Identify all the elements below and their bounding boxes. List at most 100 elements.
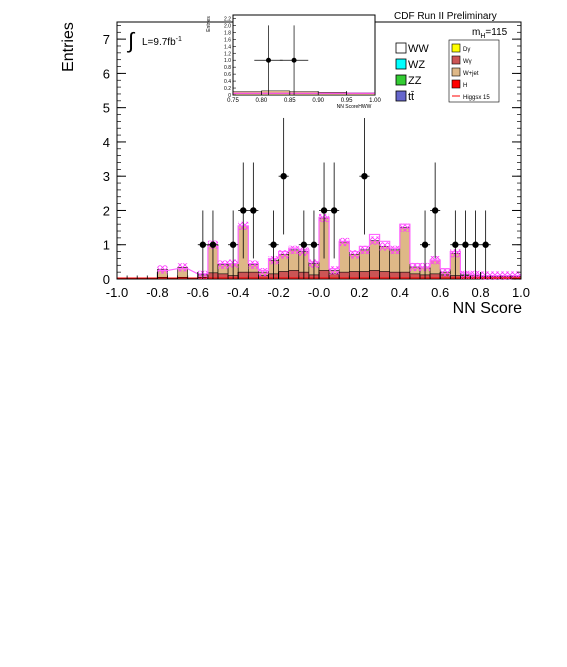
data-point (300, 241, 308, 248)
data-point (199, 241, 207, 248)
x-tick-label: 1.0 (512, 285, 530, 300)
main-axes: -1.0 -0.8 -0.6 -0.4 -0.2 -0.0 0.2 0.4 0.6 0.8 1.00… (103, 25, 530, 300)
legend-label: Dγ (463, 47, 470, 53)
inset-x-tick-label: 1.00 (369, 98, 381, 104)
x-tick-label: -0.2 (267, 285, 289, 300)
data-point (462, 241, 469, 248)
uncertainty-hatch (389, 245, 400, 254)
uncertainty-hatch (379, 242, 390, 251)
main-data-points (197, 117, 491, 279)
inset-y-tick-label: 1.0 (224, 58, 231, 64)
uncertainty-hatch (399, 223, 410, 232)
inset-data-point (291, 57, 297, 63)
uncertainty-hatch (278, 250, 289, 259)
inset-axes: 0.75 0.80 0.85 0.90 0.95 1.00 00.20.40.60.81.0… (224, 16, 381, 104)
uncertainty-hatch (248, 260, 259, 269)
data-point (240, 207, 247, 214)
mass-label: mH=115 (472, 27, 508, 40)
legend-swatch (451, 79, 461, 89)
y-axis-label: Entries (60, 22, 77, 72)
inset-x-tick-label: 0.95 (341, 98, 353, 104)
uncertainty-hatch (409, 262, 420, 272)
x-tick-label: 0.6 (431, 285, 449, 300)
legend-label: WW (408, 43, 429, 55)
wjet-bar (399, 227, 411, 280)
uncertainty-hatch (339, 237, 350, 247)
inset-y-tick-label: 0.4 (224, 79, 231, 85)
legend-label: W+jet (463, 71, 479, 77)
uncertainty-hatch (218, 260, 229, 269)
run-label: CDF Run II Preliminary (394, 11, 497, 22)
data-point (229, 241, 237, 248)
legend-label: H (463, 83, 467, 89)
data-point (472, 241, 479, 248)
inset-y-tick-label: 1.4 (224, 44, 231, 50)
x-tick-label: -1.0 (106, 285, 128, 300)
data-point (310, 241, 318, 248)
legend-swatch (395, 74, 407, 86)
legend-label: tt̄ (408, 91, 414, 103)
data-point (452, 241, 459, 248)
x-tick-label: 0.8 (472, 285, 490, 300)
inset-y-tick-label: 1.2 (224, 51, 231, 57)
legend-swatch (395, 58, 407, 70)
y-tick-label: 1 (103, 238, 110, 253)
uncertainty-hatch (349, 250, 360, 259)
inset-frame (232, 14, 376, 96)
x-tick-label: 0.2 (350, 285, 368, 300)
data-point (320, 207, 328, 214)
inset-x-axis-label: NN ScoreHWW (337, 104, 372, 110)
x-tick-label: -0.8 (146, 285, 168, 300)
x-tick-label: -0.6 (187, 285, 209, 300)
y-tick-label: 7 (103, 32, 110, 47)
legend-label: Wγ (463, 59, 472, 65)
data-point (280, 173, 287, 180)
legend-label: Higgsx 15 (463, 95, 490, 101)
uncertainty-hatch (359, 245, 370, 254)
data-point (270, 241, 277, 248)
legend-swatch (451, 67, 461, 77)
legend: WW WZ ZZ tt̄ Dγ Wγ W+jet H Higgsx 15 (393, 39, 500, 103)
uncertainty-hatch (329, 266, 340, 275)
inset-x-tick-label: 0.75 (227, 98, 239, 104)
legend-label: WZ (408, 59, 425, 71)
inset-x-tick-label: 0.80 (256, 98, 268, 104)
inset-x-tick-label: 0.85 (284, 98, 296, 104)
x-axis-label: NN Score (453, 300, 522, 317)
uncertainty-hatch (177, 263, 188, 272)
inset-y-axis-label: Entries (206, 16, 212, 32)
y-tick-label: 4 (103, 135, 110, 150)
inset-y-tick-label: 0.2 (224, 86, 231, 92)
x-tick-label: -0.0 (308, 285, 330, 300)
uncertainty-hatch (369, 236, 380, 245)
y-tick-label: 5 (103, 101, 110, 116)
inset-y-tick-label: 0 (228, 93, 231, 99)
y-tick-label: 0 (103, 272, 110, 287)
legend-label: ZZ (408, 75, 422, 87)
uncertainty-hatch (440, 268, 451, 277)
inset-data-points (254, 25, 309, 95)
legend-swatch (395, 90, 407, 102)
inset-y-tick-label: 1.6 (224, 37, 231, 43)
inset-y-tick-label: 0.8 (224, 65, 231, 71)
data-point (209, 241, 217, 248)
inset-x-tick-label: 0.90 (312, 98, 324, 104)
data-point (482, 241, 489, 248)
inset-data-point (266, 57, 271, 63)
data-point (421, 241, 429, 248)
data-point (250, 207, 257, 214)
inset-y-tick-label: 2.0 (224, 23, 231, 29)
data-point (431, 207, 439, 214)
y-tick-label: 2 (103, 203, 110, 218)
data-point (361, 173, 368, 180)
x-tick-label: -0.4 (227, 285, 249, 300)
y-tick-label: 6 (103, 66, 110, 81)
y-tick-label: 3 (103, 169, 110, 184)
inset-y-tick-label: 2.2 (224, 16, 231, 22)
uncertainty-hatch (258, 268, 269, 277)
integral-symbol: ∫ (126, 28, 136, 53)
uncertainty-hatch (157, 265, 168, 274)
x-tick-label: 0.4 (391, 285, 409, 300)
uncertainty-hatch (288, 245, 299, 254)
